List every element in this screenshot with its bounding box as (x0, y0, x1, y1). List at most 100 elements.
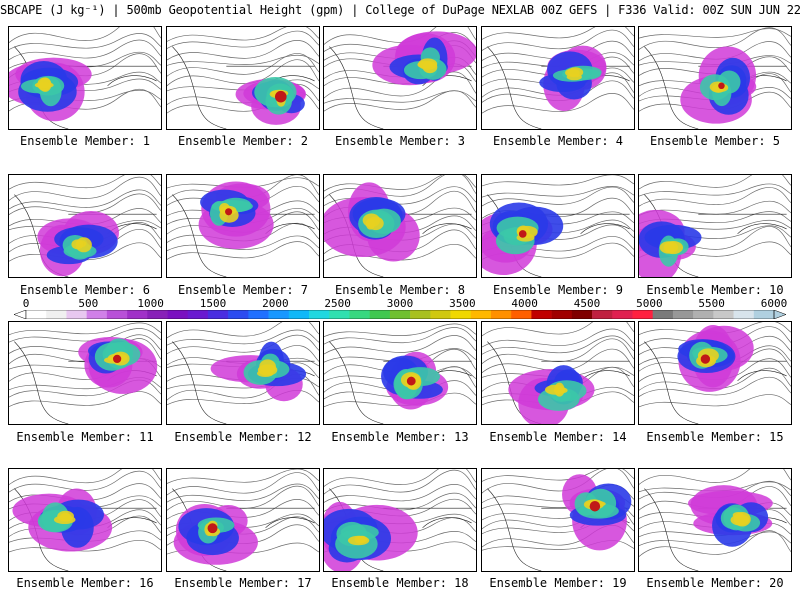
colorbar-max-arrow (773, 310, 786, 319)
ensemble-member-label: Ensemble Member: 8 (334, 283, 466, 297)
colorbar-swatch (248, 310, 269, 319)
colorbar-swatch (147, 310, 168, 319)
ensemble-member-label: Ensemble Member: 20 (646, 576, 784, 590)
colorbar-swatch (531, 310, 552, 319)
ensemble-member-panel (638, 174, 792, 278)
cape-map (167, 27, 319, 129)
colorbar-tick-label: 0 (22, 297, 30, 310)
cape-colorbar (14, 310, 786, 319)
colorbar-swatch (713, 310, 734, 319)
cape-map (167, 175, 319, 277)
ensemble-member-panel (481, 174, 635, 278)
colorbar-tick-label: 5500 (698, 297, 725, 310)
cape-map (9, 27, 161, 129)
colorbar-swatch (329, 310, 350, 319)
colorbar-swatch (349, 310, 370, 319)
colorbar-swatch (592, 310, 613, 319)
ensemble-member-panel (8, 468, 162, 572)
colorbar-swatch (511, 310, 532, 319)
ensemble-member-label: Ensemble Member: 14 (489, 430, 627, 444)
colorbar-swatch (288, 310, 310, 319)
cape-map (482, 469, 634, 571)
ensemble-member-panel (8, 321, 162, 425)
ensemble-member-label: Ensemble Member: 16 (16, 576, 154, 590)
ensemble-member-label: Ensemble Member: 9 (492, 283, 624, 297)
ensemble-member-panel (481, 321, 635, 425)
cape-map (167, 469, 319, 571)
ensemble-member-panel (166, 321, 320, 425)
ensemble-member-label: Ensemble Member: 11 (16, 430, 154, 444)
colorbar-swatch (207, 310, 229, 319)
colorbar-swatch (733, 310, 755, 319)
ensemble-member-label: Ensemble Member: 10 (646, 283, 784, 297)
colorbar-swatch (693, 310, 714, 319)
colorbar-tick-label: 2000 (262, 297, 289, 310)
colorbar-swatch (167, 310, 189, 319)
colorbar-swatch (632, 310, 654, 319)
figure-title: SBCAPE (J kg⁻¹) | 500mb Geopotential Hei… (0, 3, 800, 17)
colorbar-swatch (309, 310, 330, 319)
colorbar-swatch (46, 310, 67, 319)
cape-map (639, 469, 791, 571)
cape-map (639, 322, 791, 424)
colorbar-swatch (672, 310, 694, 319)
ensemble-member-label: Ensemble Member: 4 (492, 134, 624, 148)
ensemble-member-label: Ensemble Member: 1 (19, 134, 151, 148)
cape-map (482, 322, 634, 424)
colorbar-swatch (410, 310, 431, 319)
colorbar-swatch (66, 310, 87, 319)
cape-map (482, 27, 634, 129)
colorbar-tick-label: 1000 (137, 297, 164, 310)
colorbar-swatch (612, 310, 633, 319)
colorbar-swatch (571, 310, 593, 319)
colorbar-swatch (106, 310, 128, 319)
colorbar-tick-label: 6000 (760, 297, 788, 310)
ensemble-member-panel (166, 26, 320, 130)
cape-map (324, 469, 476, 571)
colorbar-swatch (228, 310, 249, 319)
colorbar-tick-label: 5000 (636, 297, 663, 310)
ensemble-member-label: Ensemble Member: 5 (649, 134, 781, 148)
colorbar-tick-label: 4500 (573, 297, 601, 310)
ensemble-member-label: Ensemble Member: 7 (177, 283, 309, 297)
ensemble-member-panel (166, 174, 320, 278)
colorbar-swatch (652, 310, 674, 319)
colorbar-swatch (369, 310, 391, 319)
colorbar-tick-label: 3500 (449, 297, 476, 310)
colorbar-swatch (490, 310, 512, 319)
ensemble-member-label: Ensemble Member: 6 (19, 283, 151, 297)
ensemble-member-panel (323, 468, 477, 572)
cape-map (167, 322, 319, 424)
colorbar-swatch (470, 310, 492, 319)
ensemble-member-label: Ensemble Member: 12 (174, 430, 312, 444)
colorbar-swatch (753, 310, 775, 319)
ensemble-member-panel (481, 26, 635, 130)
cape-map (324, 27, 476, 129)
cape-map (9, 175, 161, 277)
ensemble-member-panel (8, 26, 162, 130)
colorbar-swatch (26, 310, 47, 319)
colorbar-tick-label: 500 (78, 297, 99, 310)
ensemble-member-panel (638, 26, 792, 130)
cape-map (639, 27, 791, 129)
colorbar-min-arrow (14, 310, 27, 319)
colorbar-swatch (450, 310, 472, 319)
cape-map (324, 323, 476, 424)
colorbar-tick-label: 1500 (199, 297, 227, 310)
ensemble-member-panel (323, 26, 477, 130)
colorbar-swatch (389, 310, 411, 319)
cape-map (639, 175, 791, 277)
colorbar-tick-label: 4000 (511, 297, 538, 310)
colorbar-tick-label: 3000 (386, 297, 414, 310)
colorbar-swatch (86, 310, 108, 319)
colorbar-swatch (187, 310, 209, 319)
colorbar-tick-label: 2500 (324, 297, 351, 310)
cape-map (9, 322, 161, 424)
colorbar-swatch (268, 310, 290, 319)
colorbar-swatch (551, 310, 573, 319)
ensemble-member-label: Ensemble Member: 17 (174, 576, 312, 590)
ensemble-member-label: Ensemble Member: 18 (331, 576, 469, 590)
ensemble-member-panel (638, 468, 792, 572)
ensemble-member-label: Ensemble Member: 13 (331, 430, 469, 444)
colorbar-swatch (430, 310, 451, 319)
